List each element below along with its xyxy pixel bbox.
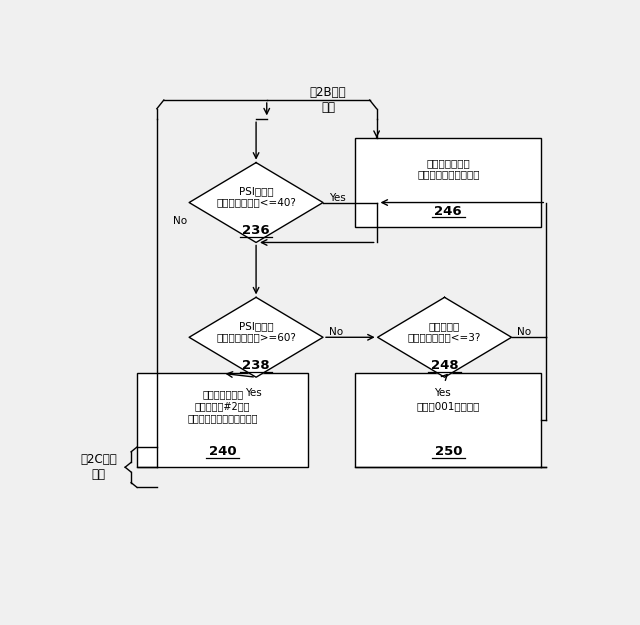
Text: Yes: Yes (329, 192, 346, 202)
Text: 昇圧ポンプ停止
昇圧ポンプ#2停止
昇圧ポンプタイマリセット: 昇圧ポンプ停止 昇圧ポンプ#2停止 昇圧ポンプタイマリセット (188, 389, 258, 423)
Text: フラグ001を立てる: フラグ001を立てる (417, 401, 480, 411)
Bar (355, 138, 541, 227)
Text: 238: 238 (243, 359, 270, 372)
Bar (355, 373, 541, 468)
Text: 井戸タンク
フィードバック<=3?: 井戸タンク フィードバック<=3? (408, 321, 481, 342)
Text: 図2Bから
続く: 図2Bから 続く (310, 86, 346, 114)
Text: 250: 250 (435, 446, 462, 458)
Text: No: No (173, 216, 187, 226)
Text: No: No (329, 328, 343, 338)
Text: 246: 246 (435, 205, 462, 217)
Text: PSIタンク
フィードバック<=40?: PSIタンク フィードバック<=40? (216, 186, 296, 208)
Text: 図2Cから
続く: 図2Cから 続く (81, 453, 117, 481)
Text: 236: 236 (243, 224, 270, 238)
Text: 240: 240 (209, 446, 236, 458)
Text: PSIタンク
フィードバック>=60?: PSIタンク フィードバック>=60? (216, 321, 296, 342)
Polygon shape (378, 298, 511, 378)
Bar (137, 373, 308, 468)
Text: 昇圧ポンプ作動
昇圧ポンプタイマ始動: 昇圧ポンプ作動 昇圧ポンプタイマ始動 (417, 158, 479, 179)
Text: No: No (518, 328, 532, 338)
Text: Yes: Yes (245, 388, 262, 398)
Text: Yes: Yes (434, 388, 451, 398)
Polygon shape (189, 162, 323, 242)
Text: 248: 248 (431, 359, 458, 372)
Polygon shape (189, 298, 323, 378)
